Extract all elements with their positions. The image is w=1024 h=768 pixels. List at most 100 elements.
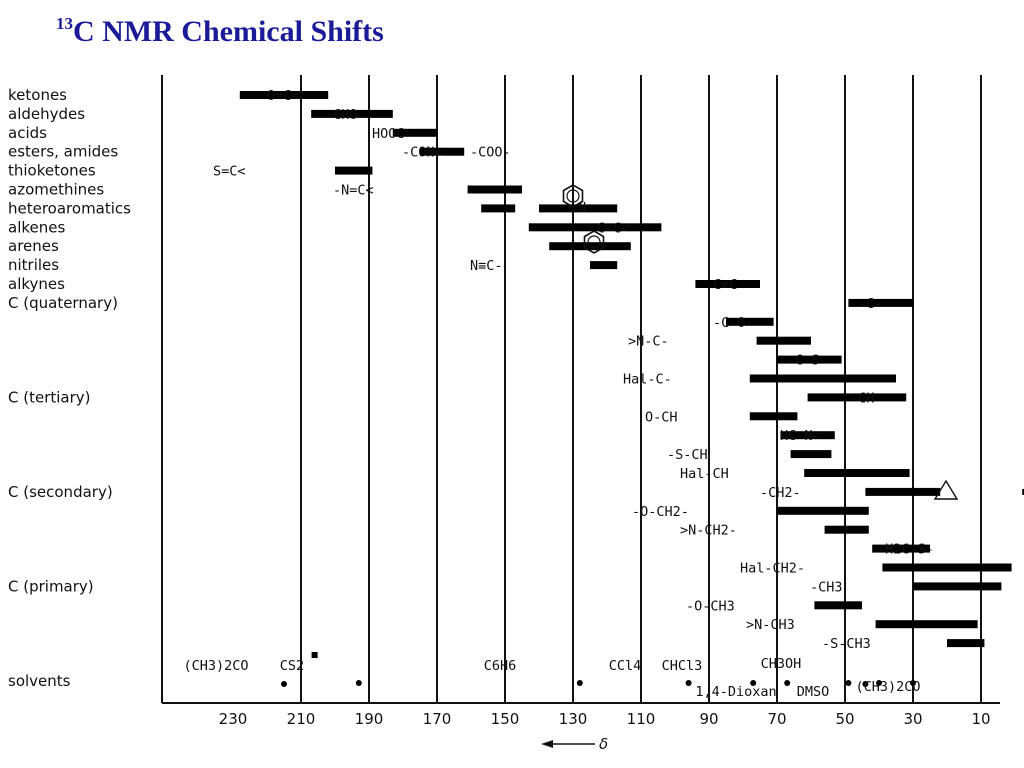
group-label: -CHO xyxy=(325,107,358,123)
range-bar xyxy=(780,431,835,440)
range-bar xyxy=(848,298,913,307)
range-bar xyxy=(804,469,910,477)
solvent-marker xyxy=(876,680,882,686)
x-tick-label: 230 xyxy=(219,710,248,728)
x-tick-label: 170 xyxy=(423,710,452,728)
pyridine-ring-inner xyxy=(566,189,580,203)
solvent-label: CS2 xyxy=(280,658,304,674)
pyridine-ring xyxy=(562,184,584,208)
solvent-label: CHCl3 xyxy=(662,658,703,674)
range-bar xyxy=(726,317,774,326)
row-label: C (primary) xyxy=(8,577,94,595)
solvent-label: (CH3)2CO xyxy=(183,658,248,674)
row-label: esters, amides xyxy=(8,143,118,161)
group-label: -C≡C- xyxy=(705,277,746,293)
range-bar xyxy=(481,204,516,213)
row-label: aldehydes xyxy=(8,105,85,123)
range-bar xyxy=(392,128,437,137)
x-tick-label: 190 xyxy=(355,710,384,728)
range-bar xyxy=(807,393,907,402)
range-bar xyxy=(749,374,896,383)
solvent-marker xyxy=(281,681,287,687)
range-bar xyxy=(872,544,930,553)
row-label: C (quaternary) xyxy=(8,294,118,312)
group-label: >N-C- xyxy=(628,334,669,350)
point-marker xyxy=(1022,488,1024,495)
row-label: solvents xyxy=(8,672,71,690)
group-label: -COO- xyxy=(470,145,511,161)
solvent-marker xyxy=(311,652,318,658)
x-tick-label: 70 xyxy=(767,710,786,728)
delta-arrow-head xyxy=(541,740,553,748)
range-bar xyxy=(749,412,798,421)
group-label: -H2C-S- xyxy=(877,542,934,558)
x-tick-label: 130 xyxy=(559,710,588,728)
group-label: -CON< xyxy=(402,145,443,161)
row-label: arenes xyxy=(8,237,59,255)
row-label: thioketones xyxy=(8,162,96,180)
row-label: alkenes xyxy=(8,218,65,236)
group-label: -O-CH2- xyxy=(632,504,689,520)
group-label: Hal-CH2- xyxy=(740,561,805,577)
solvent-label: CH3OH xyxy=(761,656,802,672)
row-label: acids xyxy=(8,124,47,142)
title-text: C NMR Chemical Shifts xyxy=(73,15,384,48)
group-label: -C- xyxy=(858,296,882,312)
group-label: >N-CH3 xyxy=(746,617,795,633)
row-label: azomethines xyxy=(8,181,104,199)
row-label: alkynes xyxy=(8,275,65,293)
solvent-label: 1,4-Dioxan xyxy=(695,684,776,700)
range-bar xyxy=(467,185,522,194)
range-bar xyxy=(777,506,869,515)
group-label: S=C< xyxy=(213,164,246,180)
group-label: O-CH xyxy=(645,409,678,425)
group-label: -N=C< xyxy=(333,183,374,199)
benzene-ring xyxy=(583,230,605,254)
solvent-marker xyxy=(862,681,869,687)
x-tick-label: 210 xyxy=(287,710,316,728)
group-label: -CH xyxy=(850,390,874,406)
group-label: -CH3 xyxy=(810,579,843,595)
group-label: -S-CH xyxy=(667,447,708,463)
range-bar xyxy=(875,620,978,629)
range-bar xyxy=(882,563,1012,572)
range-bar xyxy=(824,525,869,534)
x-tick-label: 10 xyxy=(971,710,990,728)
range-bar xyxy=(865,487,941,496)
row-label: heteroaromatics xyxy=(8,199,131,217)
row-label: C (secondary) xyxy=(8,483,113,501)
x-tick-label: 50 xyxy=(835,710,854,728)
solvent-label: CCl4 xyxy=(609,658,642,674)
row-label: nitriles xyxy=(8,256,59,274)
range-bar xyxy=(756,336,811,345)
x-tick-label: 150 xyxy=(491,710,520,728)
range-bar xyxy=(420,147,465,156)
group-label: >N-CH2- xyxy=(680,523,737,539)
group-label: -C-O- xyxy=(713,315,754,331)
group-label: N≡C- xyxy=(470,258,503,274)
range-bar xyxy=(539,204,618,213)
range-bar xyxy=(814,601,862,610)
range-bar xyxy=(528,223,662,232)
cyclopropane-ring xyxy=(933,479,959,500)
row-label: C (tertiary) xyxy=(8,388,91,406)
solvent-marker xyxy=(784,680,791,686)
row-label: ketones xyxy=(8,86,67,104)
solvent-marker xyxy=(685,680,692,686)
solvent-marker xyxy=(355,680,362,686)
group-label: C=C< xyxy=(597,220,630,236)
group-label: -C-S- xyxy=(787,353,828,369)
page-title: 13C NMR Chemical Shifts xyxy=(56,14,384,49)
group-label: -CH2- xyxy=(760,485,801,501)
range-bar xyxy=(947,639,985,648)
range-bar xyxy=(790,450,832,459)
solvent-marker xyxy=(576,680,583,686)
solvent-marker xyxy=(750,680,757,686)
x-tick-label: 90 xyxy=(699,710,718,728)
range-bar xyxy=(335,166,373,175)
group-label: HC-N< xyxy=(780,428,821,444)
range-bar xyxy=(777,355,842,364)
benzene-ring-inner xyxy=(587,235,601,249)
solvent-marker xyxy=(845,680,852,686)
